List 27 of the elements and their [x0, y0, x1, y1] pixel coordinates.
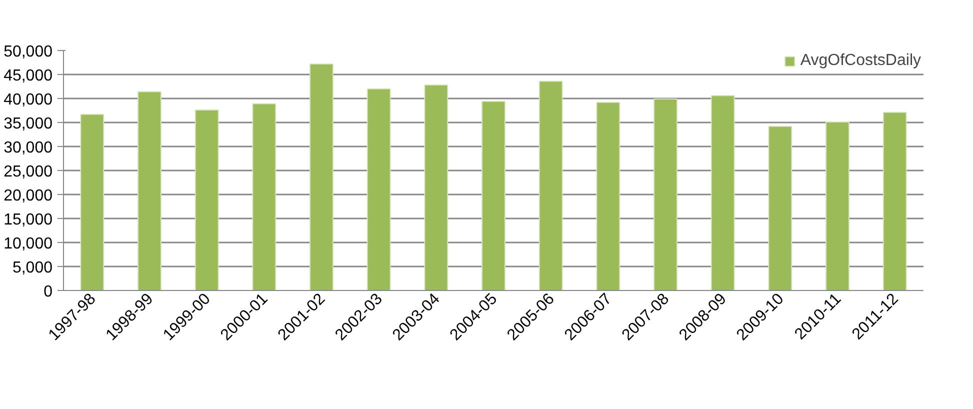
- bar: [768, 126, 792, 290]
- bar: [826, 122, 850, 290]
- bar: [710, 95, 735, 290]
- y-tick-label: 40,000: [4, 92, 53, 108]
- bar: [252, 103, 276, 290]
- bar: [366, 88, 391, 290]
- bar: [424, 84, 448, 290]
- y-tick-label: 45,000: [4, 68, 53, 84]
- legend-label: AvgOfCostsDaily: [800, 52, 921, 70]
- y-tick-label: 10,000: [4, 236, 53, 252]
- bar: [310, 63, 334, 290]
- bar: [538, 80, 563, 290]
- bar: [882, 112, 907, 290]
- bar: [482, 100, 506, 290]
- bar: [138, 91, 162, 290]
- y-tick-label: 35,000: [4, 116, 53, 132]
- bar: [194, 110, 219, 290]
- y-tick-label: 5,000: [12, 260, 53, 276]
- y-tick-label: 20,000: [4, 188, 53, 204]
- y-tick-label: 25,000: [4, 164, 53, 180]
- bar: [80, 114, 104, 290]
- y-tick-label: 15,000: [4, 212, 53, 228]
- y-tick-label: 0: [44, 284, 53, 300]
- bar: [596, 102, 620, 290]
- y-tick-label: 50,000: [4, 44, 53, 60]
- y-tick-label: 30,000: [4, 140, 53, 156]
- bar: [654, 98, 678, 290]
